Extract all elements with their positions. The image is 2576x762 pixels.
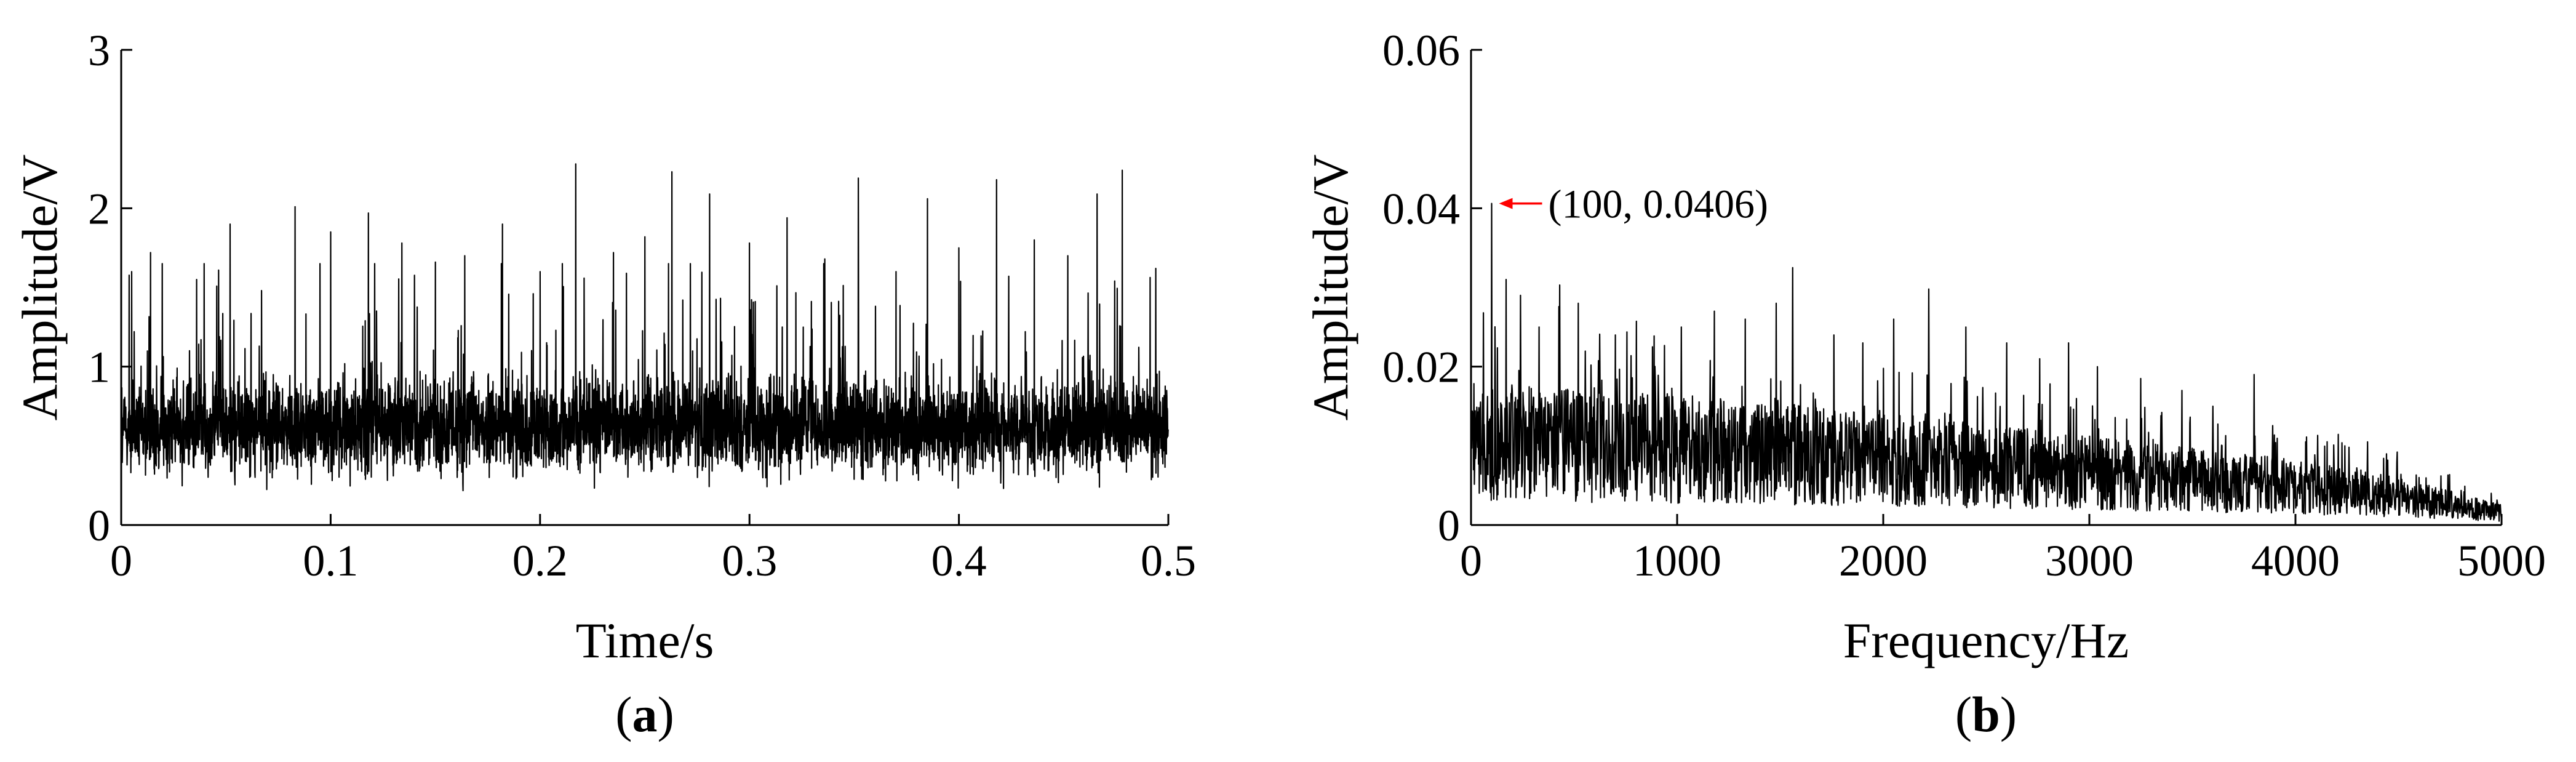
y-tick-label: 1 (88, 343, 110, 392)
x-tick-label: 0.1 (303, 536, 358, 585)
x-tick-label: 4000 (2251, 536, 2340, 585)
x-axis-label-a: Time/s (576, 612, 714, 668)
x-tick-label: 0.2 (512, 536, 568, 585)
peak-annotation: (100, 0.0406) (1499, 182, 1768, 227)
spectrum-trace-b (1470, 203, 2503, 522)
annotation-label: (100, 0.0406) (1549, 182, 1768, 227)
y-ticks-a: 0 1 2 3 (88, 26, 132, 550)
x-tick-label: 0 (1460, 536, 1482, 585)
axes-a (120, 50, 1168, 526)
x-ticks-a: 0 0.1 0.2 0.3 0.4 0.5 (110, 514, 1196, 585)
x-tick-label: 0.3 (722, 536, 777, 585)
x-tick-label: 1000 (1633, 536, 1721, 585)
panel-a: 0 0.1 0.2 0.3 0.4 0.5 0 1 2 3 Time/s Amplitude/V… (12, 26, 1196, 742)
annotation-arrowhead (1499, 198, 1513, 209)
axes-b (1470, 50, 2502, 526)
y-tick-label: 0.06 (1382, 26, 1460, 75)
panel-letter-a: a (632, 686, 658, 742)
x-tick-label: 0.5 (1141, 536, 1196, 585)
x-tick-label: 2000 (1839, 536, 1928, 585)
panel-b: 0 1000 2000 3000 4000 5000 0 0.02 0.04 0.06 (100… (1302, 26, 2546, 742)
x-tick-label: 0 (110, 536, 132, 585)
panel-label-b: (b) (1955, 686, 2017, 742)
y-axis-label-a: Amplitude/V (12, 154, 68, 421)
y-ticks-b: 0 0.02 0.04 0.06 (1382, 26, 1482, 550)
x-tick-label: 3000 (2045, 536, 2134, 585)
panel-letter-b: b (1972, 686, 2000, 742)
panel-label-a: (a) (615, 686, 674, 742)
y-tick-label: 0 (88, 501, 110, 550)
x-axis-label-b: Frequency/Hz (1843, 612, 2129, 668)
y-axis-label-b: Amplitude/V (1302, 154, 1358, 421)
y-tick-label: 3 (88, 26, 110, 75)
x-tick-label: 5000 (2457, 536, 2546, 585)
x-ticks-b: 0 1000 2000 3000 4000 5000 (1460, 514, 2546, 585)
y-tick-label: 0 (1438, 501, 1460, 550)
x-tick-label: 0.4 (931, 536, 987, 585)
y-tick-label: 0.04 (1382, 184, 1460, 233)
y-tick-label: 0.02 (1382, 343, 1460, 392)
y-tick-label: 2 (88, 184, 110, 233)
signal-trace-a (120, 163, 1170, 492)
